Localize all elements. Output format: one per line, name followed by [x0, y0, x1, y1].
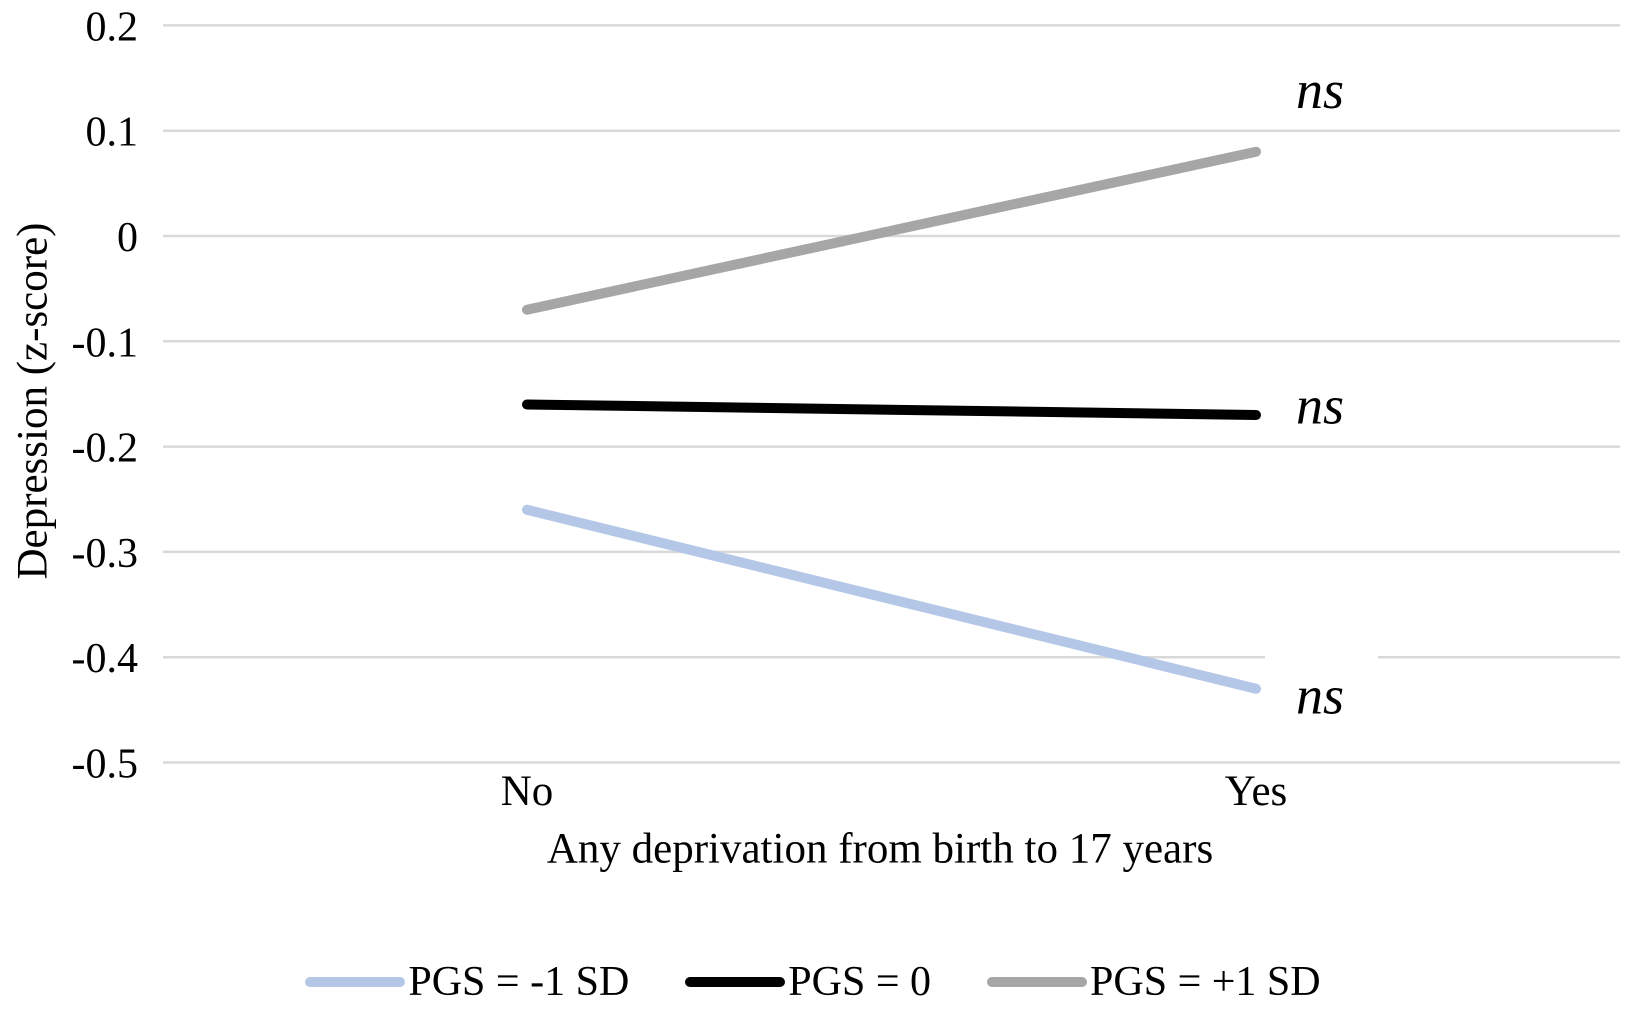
legend-item-pgs-0: PGS = 0 — [685, 959, 931, 1005]
y-tick-label: -0.5 — [72, 742, 139, 788]
ns-annotation: ns — [1296, 60, 1344, 120]
y-tick-label: 0.1 — [86, 110, 139, 156]
legend-item-pgs-plus1sd: PGS = +1 SD — [987, 959, 1321, 1005]
legend-item-pgs-minus1sd: PGS = -1 SD — [305, 959, 629, 1005]
series-line-pgs+1sd — [522, 146, 1261, 315]
chart-legend: PGS = -1 SD PGS = 0 PGS = +1 SD — [0, 959, 1626, 1005]
series-line-pgs-1sd — [522, 504, 1261, 694]
series-line-pgs0 — [522, 399, 1261, 421]
y-tick-label: 0 — [117, 215, 138, 261]
y-tick-label: -0.4 — [72, 636, 139, 682]
y-tick-label: -0.1 — [72, 320, 139, 366]
legend-label: PGS = 0 — [788, 959, 932, 1005]
legend-label: PGS = +1 SD — [1090, 959, 1321, 1005]
legend-swatch-pgs-minus1sd-icon — [305, 977, 406, 988]
legend-label: PGS = -1 SD — [408, 959, 630, 1005]
x-axis-title: Any deprivation from birth to 17 years — [546, 825, 1214, 873]
y-tick-label: -0.2 — [72, 426, 139, 472]
y-tick-label: -0.3 — [72, 531, 139, 577]
y-axis-title: Depression (z-score) — [9, 222, 57, 580]
legend-swatch-pgs-0-icon — [685, 977, 786, 988]
legend-swatch-pgs-plus1sd-icon — [987, 977, 1088, 988]
x-tick-label: No — [501, 768, 554, 815]
ns-annotation: ns — [1296, 376, 1344, 436]
ns-annotation: ns — [1296, 665, 1344, 725]
x-tick-label: Yes — [1225, 768, 1288, 815]
y-tick-label: 0.2 — [86, 4, 139, 50]
